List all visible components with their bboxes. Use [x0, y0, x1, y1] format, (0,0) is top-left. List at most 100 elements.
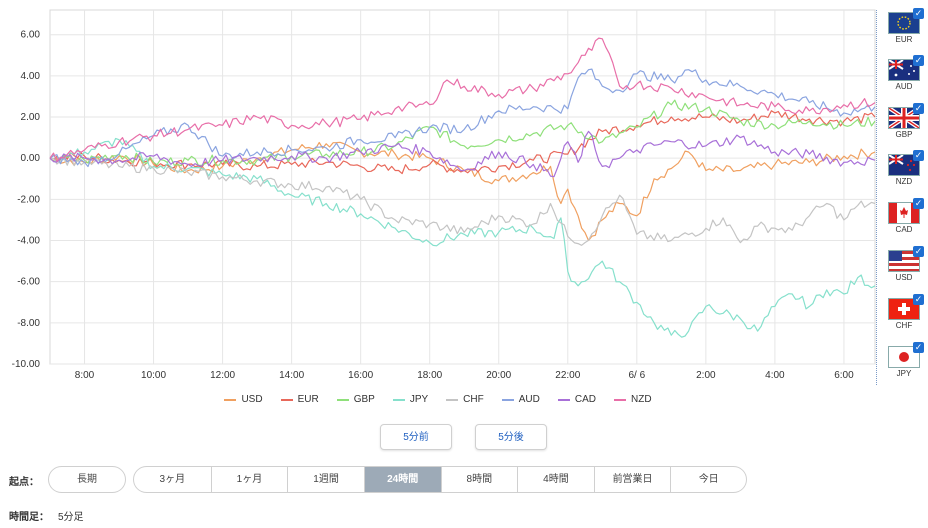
y-tick-label: -8.00 [17, 318, 40, 329]
series-lines [49, 37, 876, 338]
ca-flag-icon: ✓ [888, 198, 924, 224]
legend-label: AUD [518, 394, 540, 405]
legend-swatch [501, 398, 514, 401]
eu-flag-icon: ✓ [888, 8, 924, 34]
legend-label: JPY [409, 394, 429, 405]
series-line-eur [49, 110, 876, 175]
x-tick-label: 18:00 [417, 370, 442, 381]
period-1-month[interactable]: 1ヶ月 [210, 467, 288, 492]
legend-item-nzd[interactable]: NZD [613, 394, 652, 405]
flag-label: AUD [895, 82, 913, 91]
check-icon: ✓ [913, 198, 924, 209]
period-8-hours[interactable]: 8時間 [440, 467, 518, 492]
flag-label: CHF [895, 321, 913, 330]
check-icon: ✓ [913, 342, 924, 353]
legend-item-aud[interactable]: AUD [501, 394, 540, 405]
plot-area [49, 9, 876, 365]
us-flag-icon: ✓ [888, 246, 924, 272]
check-icon: ✓ [913, 150, 924, 161]
series-line-jpy [49, 137, 876, 338]
flag-chf[interactable]: ✓ CHF [886, 294, 924, 330]
check-icon: ✓ [913, 246, 924, 257]
y-tick-label: -6.00 [17, 277, 40, 288]
legend-label: CAD [574, 394, 596, 405]
flag-gbp[interactable]: ✓ GBP [886, 103, 924, 139]
period-selector: 3ヶ月 1ヶ月 1週間 24時間 8時間 4時間 前営業日 今日 [133, 466, 747, 493]
series-line-usd [49, 141, 876, 242]
period-24-hours[interactable]: 24時間 [363, 467, 441, 492]
legend-label: USD [241, 394, 263, 405]
gb-flag-icon: ✓ [888, 103, 924, 129]
y-axis-ticks: 6.00 4.00 2.00 0.00 -2.00 -4.00 -6.00 -8.00 -10.… [12, 30, 41, 370]
legend-swatch [613, 398, 626, 401]
legend-swatch [280, 398, 293, 401]
flag-cad[interactable]: ✓ CAD [886, 198, 924, 234]
legend-swatch [336, 398, 349, 401]
period-4-hours[interactable]: 4時間 [517, 467, 594, 492]
next-5min-button[interactable]: 5分後 [475, 424, 547, 450]
nz-flag-icon: ✓ [888, 150, 924, 176]
x-axis-ticks: 8:00 10:00 12:00 14:00 16:00 18:00 20:00 22:00 6… [75, 370, 854, 381]
period-today[interactable]: 今日 [670, 467, 746, 492]
timeframe-value: 5分足 [58, 512, 84, 523]
legend-swatch [224, 398, 237, 401]
y-tick-label: 6.00 [21, 30, 41, 41]
x-tick-label: 6/ 6 [628, 370, 645, 381]
chart-legend: USD EUR GBP JPY CHF AUD CAD NZD [0, 394, 876, 405]
y-tick-label: -2.00 [17, 194, 40, 205]
x-tick-label: 14:00 [279, 370, 304, 381]
flag-usd[interactable]: ✓ USD [886, 246, 924, 282]
series-line-nzd [49, 37, 876, 162]
x-tick-label: 10:00 [141, 370, 166, 381]
flag-label: USD [895, 273, 913, 282]
period-long[interactable]: 長期 [77, 474, 97, 485]
au-flag-icon: ✓ [888, 55, 924, 81]
check-icon: ✓ [913, 294, 924, 305]
series-line-gbp [49, 99, 876, 167]
flag-label: EUR [895, 35, 913, 44]
legend-item-jpy[interactable]: JPY [392, 394, 429, 405]
flag-eur[interactable]: ✓ EUR [886, 8, 924, 44]
line-chart: 6.00 4.00 2.00 0.00 -2.00 -4.00 -6.00 -8.00 -10.… [12, 9, 876, 381]
legend-item-eur[interactable]: EUR [280, 394, 319, 405]
period-3-months[interactable]: 3ヶ月 [159, 474, 186, 485]
y-tick-label: 4.00 [21, 71, 41, 82]
check-icon: ✓ [913, 8, 924, 19]
flag-label: GBP [895, 130, 913, 139]
x-tick-label: 8:00 [75, 370, 95, 381]
legend-item-chf[interactable]: CHF [446, 394, 484, 405]
y-tick-label: -4.00 [17, 236, 40, 247]
legend-label: CHF [463, 394, 484, 405]
y-tick-label: -10.00 [12, 359, 41, 370]
x-tick-label: 22:00 [555, 370, 580, 381]
legend-swatch [392, 398, 405, 401]
timeframe-label: 時間足： [9, 512, 49, 523]
legend-swatch [557, 398, 570, 401]
legend-item-usd[interactable]: USD [224, 394, 263, 405]
legend-item-gbp[interactable]: GBP [336, 394, 375, 405]
flag-jpy[interactable]: ✓ JPY [886, 342, 924, 378]
series-line-cad [49, 130, 876, 178]
x-tick-label: 16:00 [348, 370, 373, 381]
legend-item-cad[interactable]: CAD [557, 394, 596, 405]
x-tick-label: 2:00 [696, 370, 716, 381]
legend-label: NZD [630, 394, 652, 405]
check-icon: ✓ [913, 103, 924, 114]
x-tick-label: 12:00 [210, 370, 235, 381]
long-term-toggle: 長期 [48, 466, 126, 493]
period-1-week[interactable]: 1週間 [287, 467, 364, 492]
legend-swatch [446, 398, 459, 401]
prev-5min-button[interactable]: 5分前 [380, 424, 452, 450]
period-prev-business-day[interactable]: 前営業日 [593, 467, 671, 492]
y-tick-label: 2.00 [21, 112, 41, 123]
legend-label: EUR [297, 394, 319, 405]
jp-flag-icon: ✓ [888, 342, 924, 368]
x-tick-label: 6:00 [834, 370, 854, 381]
currency-flag-panel: ✓ EUR ✓ AUD [876, 8, 928, 385]
flag-nzd[interactable]: ✓ NZD [886, 150, 924, 186]
flag-aud[interactable]: ✓ AUD [886, 55, 924, 91]
start-point-label: 起点： [9, 477, 39, 488]
grid-lines [50, 10, 875, 365]
x-tick-label: 20:00 [486, 370, 511, 381]
check-icon: ✓ [913, 55, 924, 66]
